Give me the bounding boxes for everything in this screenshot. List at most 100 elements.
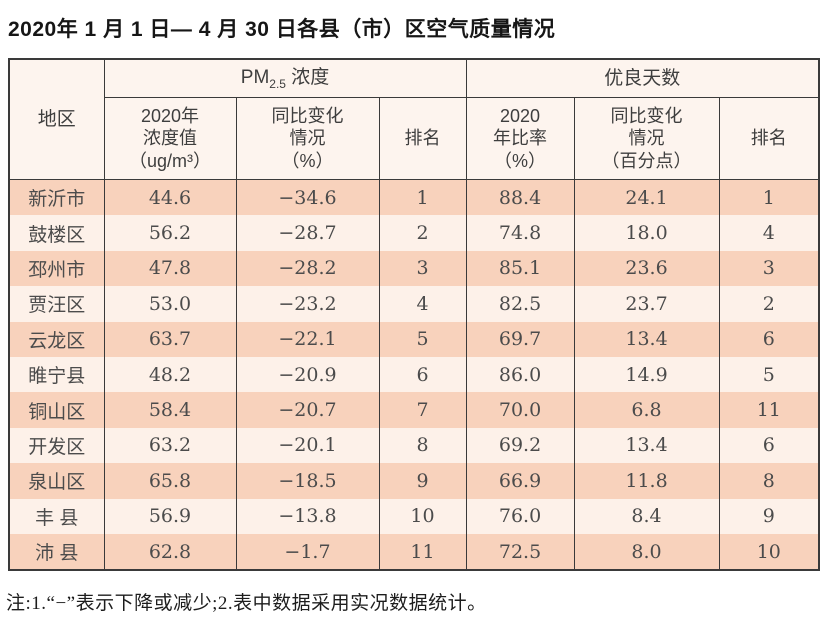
- pm25-change-cell: −20.7: [235, 392, 379, 428]
- good-days-change-cell: 11.8: [573, 463, 720, 499]
- good-change-column-header: 同比变化 情况 （百分点）: [573, 97, 720, 180]
- pm25-value-cell: 56.9: [103, 498, 236, 534]
- good-days-rank-cell: 3: [718, 250, 820, 287]
- table-row: 睢宁县 48.2 −20.9 6 86.0 14.9 5: [8, 356, 820, 393]
- pm25-change-cell: −13.8: [235, 498, 379, 534]
- pm25-rank-cell: 9: [378, 463, 467, 499]
- pm25-rank-column-header: 排名: [378, 97, 467, 180]
- table-row: 新沂市 44.6 −34.6 1 88.4 24.1 1: [8, 179, 820, 216]
- table-row: 邳州市 47.8 −28.2 3 85.1 23.6 3: [8, 250, 820, 287]
- air-quality-table: 地区 PM2.5 浓度 优良天数 2020年 浓度值 （ug/m³） 同比变化 …: [8, 58, 821, 572]
- region-cell: 丰 县: [8, 498, 104, 534]
- region-cell: 云龙区: [8, 321, 104, 357]
- table-row: 贾汪区 53.0 −23.2 4 82.5 23.7 2: [8, 286, 820, 322]
- pm25-change-cell: −20.1: [235, 427, 379, 464]
- pm25-rank-cell: 8: [378, 427, 467, 464]
- pm25-value-cell: 58.4: [103, 392, 236, 428]
- good-days-change-cell: 23.7: [573, 286, 720, 322]
- table-row: 泉山区 65.8 −18.5 9 66.9 11.8 8: [8, 463, 820, 499]
- header-group-row: 地区 PM2.5 浓度 优良天数: [8, 59, 820, 180]
- good-days-rank-cell: 6: [718, 427, 820, 464]
- good-days-change-cell: 24.1: [573, 179, 720, 216]
- good-days-rank-cell: 4: [718, 215, 820, 251]
- good-days-change-cell: 18.0: [573, 215, 720, 251]
- pm25-value-cell: 63.7: [103, 321, 236, 357]
- pm25-rank-cell: 2: [378, 215, 467, 251]
- table-row: 云龙区 63.7 −22.1 5 69.7 13.4 6: [8, 321, 820, 357]
- good-rate-column-header: 2020 年比率 （%）: [465, 97, 575, 180]
- good-days-rank-cell: 11: [718, 392, 820, 428]
- pm25-change-column-header: 同比变化 情况 （%）: [235, 97, 379, 180]
- region-cell: 邳州市: [8, 250, 104, 287]
- pm25-value-column-header: 2020年 浓度值 （ug/m³）: [103, 97, 236, 180]
- pm25-value-cell: 56.2: [103, 215, 236, 251]
- region-cell: 沛 县: [8, 533, 104, 571]
- region-cell: 睢宁县: [8, 356, 104, 393]
- good-days-rate-cell: 69.2: [465, 427, 575, 464]
- pm25-change-cell: −20.9: [235, 356, 379, 393]
- region-cell: 鼓楼区: [8, 215, 104, 251]
- good-days-rank-cell: 8: [718, 463, 820, 499]
- pm25-value-cell: 47.8: [103, 250, 236, 287]
- good-days-rate-cell: 76.0: [465, 498, 575, 534]
- good-days-rate-cell: 88.4: [465, 179, 575, 216]
- pm25-change-cell: −28.2: [235, 250, 379, 287]
- good-days-rate-cell: 66.9: [465, 463, 575, 499]
- good-days-rate-cell: 82.5: [465, 286, 575, 322]
- pm25-rank-cell: 4: [378, 286, 467, 322]
- pm25-rank-cell: 1: [378, 179, 467, 216]
- good-days-rank-cell: 2: [718, 286, 820, 322]
- pm25-label-prefix: PM: [240, 66, 270, 88]
- pm25-rank-cell: 3: [378, 250, 467, 287]
- good-days-change-cell: 13.4: [573, 321, 720, 357]
- good-days-rank-cell: 9: [718, 498, 820, 534]
- pm25-change-cell: −18.5: [235, 463, 379, 499]
- pm25-value-cell: 65.8: [103, 463, 236, 499]
- pm25-label-subscript: 2.5: [269, 76, 286, 91]
- good-days-group-header: 优良天数: [465, 59, 820, 98]
- pm25-change-cell: −23.2: [235, 286, 379, 322]
- region-cell: 贾汪区: [8, 286, 104, 322]
- good-days-rate-cell: 70.0: [465, 392, 575, 428]
- good-days-change-cell: 14.9: [573, 356, 720, 393]
- footnote: 注:1.“−”表示下降或减少;2.表中数据采用实况数据统计。: [6, 593, 487, 615]
- table-row: 沛 县 62.8 −1.7 11 72.5 8.0 10: [8, 533, 820, 571]
- good-days-change-cell: 6.8: [573, 392, 720, 428]
- pm25-change-cell: −22.1: [235, 321, 379, 357]
- table-row: 鼓楼区 56.2 −28.7 2 74.8 18.0 4: [8, 215, 820, 251]
- pm25-rank-cell: 5: [378, 321, 467, 357]
- good-days-rank-cell: 1: [718, 179, 820, 216]
- pm25-label-suffix: 浓度: [285, 66, 330, 88]
- good-days-change-cell: 13.4: [573, 427, 720, 464]
- region-cell: 铜山区: [8, 392, 104, 428]
- good-days-change-cell: 8.0: [573, 533, 720, 571]
- table-body: 新沂市 44.6 −34.6 1 88.4 24.1 1 鼓楼区 56.2 −2…: [8, 179, 820, 571]
- good-days-rate-cell: 74.8: [465, 215, 575, 251]
- good-days-rate-cell: 69.7: [465, 321, 575, 357]
- good-days-change-cell: 8.4: [573, 498, 720, 534]
- pm25-group-header: PM2.5 浓度: [103, 59, 467, 98]
- page-title: 2020年 1 月 1 日— 4 月 30 日各县（市）区空气质量情况: [8, 18, 556, 41]
- good-rank-column-header: 排名: [718, 97, 820, 180]
- pm25-value-cell: 53.0: [103, 286, 236, 322]
- pm25-value-cell: 62.8: [103, 533, 236, 571]
- good-days-change-cell: 23.6: [573, 250, 720, 287]
- pm25-change-cell: −28.7: [235, 215, 379, 251]
- region-cell: 开发区: [8, 427, 104, 464]
- good-days-rank-cell: 6: [718, 321, 820, 357]
- region-cell: 新沂市: [8, 179, 104, 216]
- table-row: 丰 县 56.9 −13.8 10 76.0 8.4 9: [8, 498, 820, 534]
- region-column-header: 地区: [8, 59, 104, 180]
- table-row: 开发区 63.2 −20.1 8 69.2 13.4 6: [8, 427, 820, 464]
- pm25-rank-cell: 11: [378, 533, 467, 571]
- good-days-rate-cell: 85.1: [465, 250, 575, 287]
- pm25-change-cell: −34.6: [235, 179, 379, 216]
- pm25-rank-cell: 6: [378, 356, 467, 393]
- good-days-rank-cell: 5: [718, 356, 820, 393]
- good-days-rate-cell: 86.0: [465, 356, 575, 393]
- table-row: 铜山区 58.4 −20.7 7 70.0 6.8 11: [8, 392, 820, 428]
- region-cell: 泉山区: [8, 463, 104, 499]
- header-sub-row: 2020年 浓度值 （ug/m³） 同比变化 情况 （%） 排名 2020 年比…: [9, 97, 820, 180]
- good-days-rate-cell: 72.5: [465, 533, 575, 571]
